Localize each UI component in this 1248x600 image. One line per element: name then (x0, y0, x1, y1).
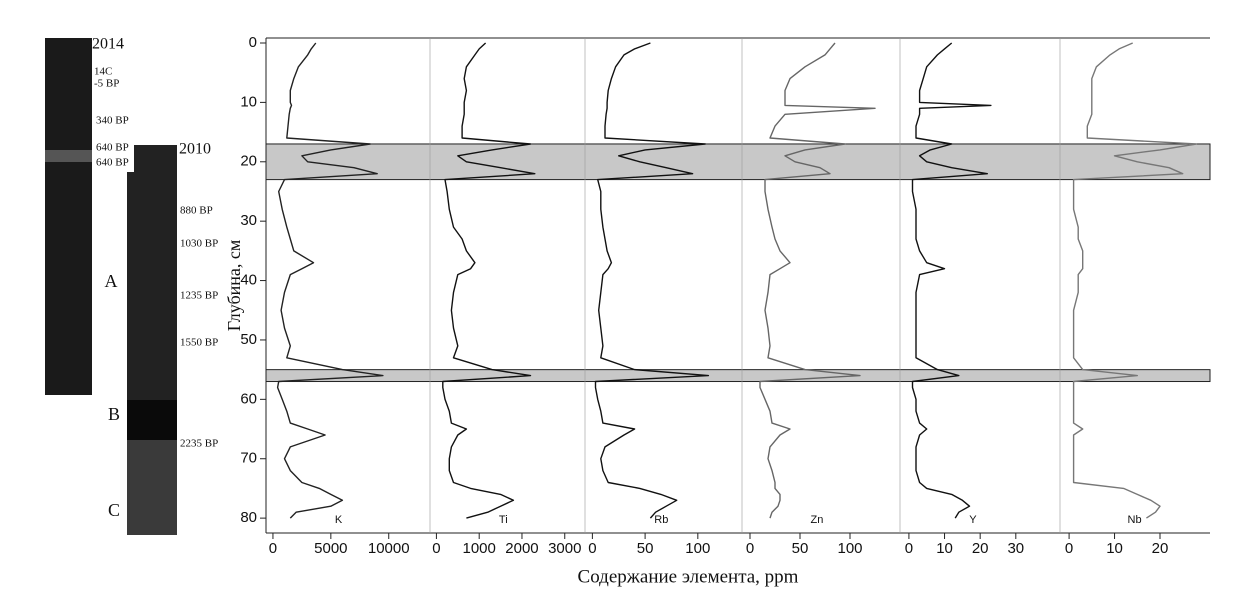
profile-line (911, 42, 992, 519)
core-date: 640 BP (96, 157, 129, 169)
x-tick-label: 1000 (463, 540, 496, 557)
panel-label: Ti (499, 514, 508, 526)
x-tick-label: 5000 (314, 540, 347, 557)
y-axis-label: Глубина, см (224, 240, 244, 332)
core-photo-band (127, 440, 177, 535)
core-year: 2014 (92, 36, 124, 53)
x-tick-label: 30 (1007, 540, 1024, 557)
label-box (92, 64, 152, 92)
x-tick-label: 100 (837, 540, 862, 557)
core-date: 640 BP (96, 142, 129, 154)
highlight-band (265, 143, 1211, 181)
highlight-band (265, 369, 1211, 383)
profile-line (759, 42, 876, 519)
panel-label: Zn (811, 514, 824, 526)
y-tick-label: 0 (249, 34, 257, 51)
x-tick-label: 10 (1106, 540, 1123, 557)
panel-label: Rb (654, 514, 668, 526)
y-tick-label: 80 (240, 509, 257, 526)
core-date: 2235 BP (180, 438, 218, 450)
x-tick-label: 10000 (368, 540, 410, 557)
panel-label: K (335, 514, 343, 526)
x-tick-label: 0 (269, 540, 277, 557)
core-date: 1550 BP (180, 337, 218, 349)
x-axis-label: Содержание элемента, ppm (578, 566, 799, 587)
label-box (92, 112, 134, 130)
y-tick-label: 10 (240, 93, 257, 110)
core-date: 880 BP (180, 205, 213, 217)
core-date: 14C (94, 66, 112, 78)
core-photo (45, 38, 92, 395)
x-tick-label: 100 (685, 540, 710, 557)
x-tick-label: 50 (792, 540, 809, 557)
profile-line (1072, 42, 1198, 519)
y-tick-label: 70 (240, 450, 257, 467)
core-photo-band (45, 150, 92, 162)
core-section: A (105, 271, 118, 291)
y-tick-label: 50 (240, 331, 257, 348)
y-tick-label: 20 (240, 153, 257, 170)
core-date: 1235 BP (180, 290, 218, 302)
x-tick-label: 3000 (548, 540, 581, 557)
y-tick-label: 60 (240, 390, 257, 407)
profile-line (442, 42, 536, 519)
x-tick-label: 20 (1152, 540, 1169, 557)
core-date: 340 BP (96, 115, 129, 127)
y-tick-label: 40 (240, 272, 257, 289)
core-date: -5 BP (94, 78, 119, 90)
label-box (92, 140, 134, 172)
core-date: 1030 BP (180, 238, 218, 250)
core-year: 2010 (179, 141, 211, 158)
panel-label: Y (969, 514, 977, 526)
x-tick-label: 0 (1065, 540, 1073, 557)
profile-line (276, 42, 384, 519)
core-section: B (108, 404, 120, 424)
core-section: C (108, 500, 120, 520)
x-tick-label: 0 (746, 540, 754, 557)
x-tick-label: 2000 (505, 540, 538, 557)
x-tick-label: 0 (905, 540, 913, 557)
x-tick-label: 0 (588, 540, 596, 557)
x-tick-label: 10 (936, 540, 953, 557)
core-photo-band (127, 400, 177, 440)
x-tick-label: 50 (637, 540, 654, 557)
x-tick-label: 20 (972, 540, 989, 557)
panel-label: Nb (1128, 514, 1142, 526)
y-tick-label: 30 (240, 212, 257, 229)
profile-line (594, 42, 710, 519)
x-tick-label: 0 (432, 540, 440, 557)
